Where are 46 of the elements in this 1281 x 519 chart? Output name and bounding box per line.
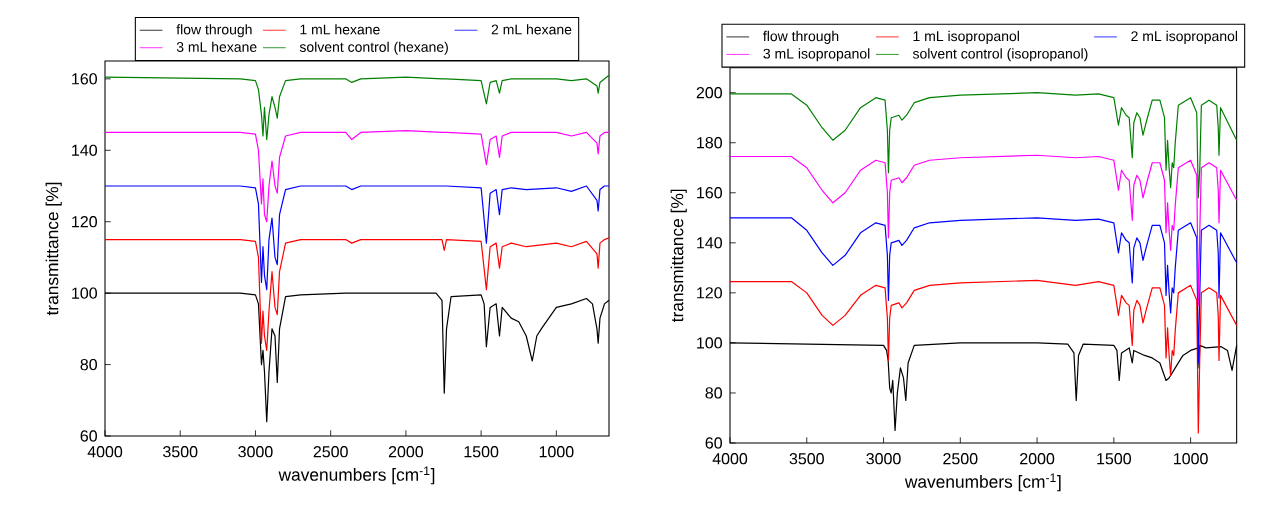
x-tick-label: 2000 [1020, 453, 1055, 465]
x-tick-label: 3000 [238, 446, 273, 458]
y-tick-label: 60 [705, 437, 722, 449]
x-tick-label: 1000 [1174, 453, 1208, 465]
y-axis-title: transmittance [%] [670, 189, 687, 323]
y-tick-label: 60 [80, 430, 97, 442]
x-axis-title: wavenumbers [cm$^{-1}$] [278, 466, 435, 485]
y-axis-title: transmittance [%] [45, 182, 62, 316]
y-tick-label: 180 [697, 137, 722, 149]
x-tick-label: 2500 [943, 453, 978, 465]
line-series [729, 92, 1238, 199]
y-tick-label: 160 [72, 73, 97, 85]
x-tick-label: 2000 [388, 446, 424, 458]
y-tick-label: 120 [697, 287, 722, 299]
x-tick-label: 4000 [87, 446, 123, 458]
legend-label: 3 mL hexane [176, 41, 257, 52]
x-tick-label: 3500 [163, 446, 198, 458]
x-tick-label: 2500 [313, 446, 348, 458]
legend-label: flow through [176, 24, 252, 38]
line-series [729, 217, 1238, 364]
line-series [729, 154, 1238, 306]
y-tick-label: 140 [72, 144, 97, 156]
legend-label: 1 mL isopropanol [913, 30, 1019, 44]
y-tick-label: 200 [696, 87, 722, 99]
legend-label: 2 mL isopropanol [1131, 30, 1238, 44]
y-tick-label: 160 [697, 187, 722, 199]
x-tick-label: 1000 [539, 446, 574, 458]
x-axis-title: wavenumbers [cm$^{-1}$] [904, 473, 1061, 492]
y-tick-label: 120 [72, 216, 97, 228]
y-tick-label: 80 [80, 358, 97, 371]
legend-label: 2 mL hexane [491, 24, 572, 35]
legend-label: flow through [763, 30, 839, 44]
y-tick-label: 100 [697, 337, 722, 349]
legend-label: solvent control (isopropanol) [912, 48, 1088, 62]
x-tick-label: 3500 [789, 453, 824, 465]
y-tick-label: 100 [72, 287, 97, 299]
x-tick-label: 3000 [866, 453, 901, 465]
y-tick-label: 80 [705, 387, 722, 399]
legend-label: 3 mL isopropanol [763, 48, 870, 62]
legend-label: solvent control (hexane) [299, 41, 448, 55]
legend-label: 1 mL hexane [300, 24, 380, 35]
x-tick-label: 1500 [1097, 453, 1132, 465]
x-tick-label: 4000 [712, 453, 748, 465]
line-series [729, 279, 1238, 434]
y-tick-label: 140 [697, 237, 722, 249]
x-tick-label: 1500 [464, 446, 499, 458]
